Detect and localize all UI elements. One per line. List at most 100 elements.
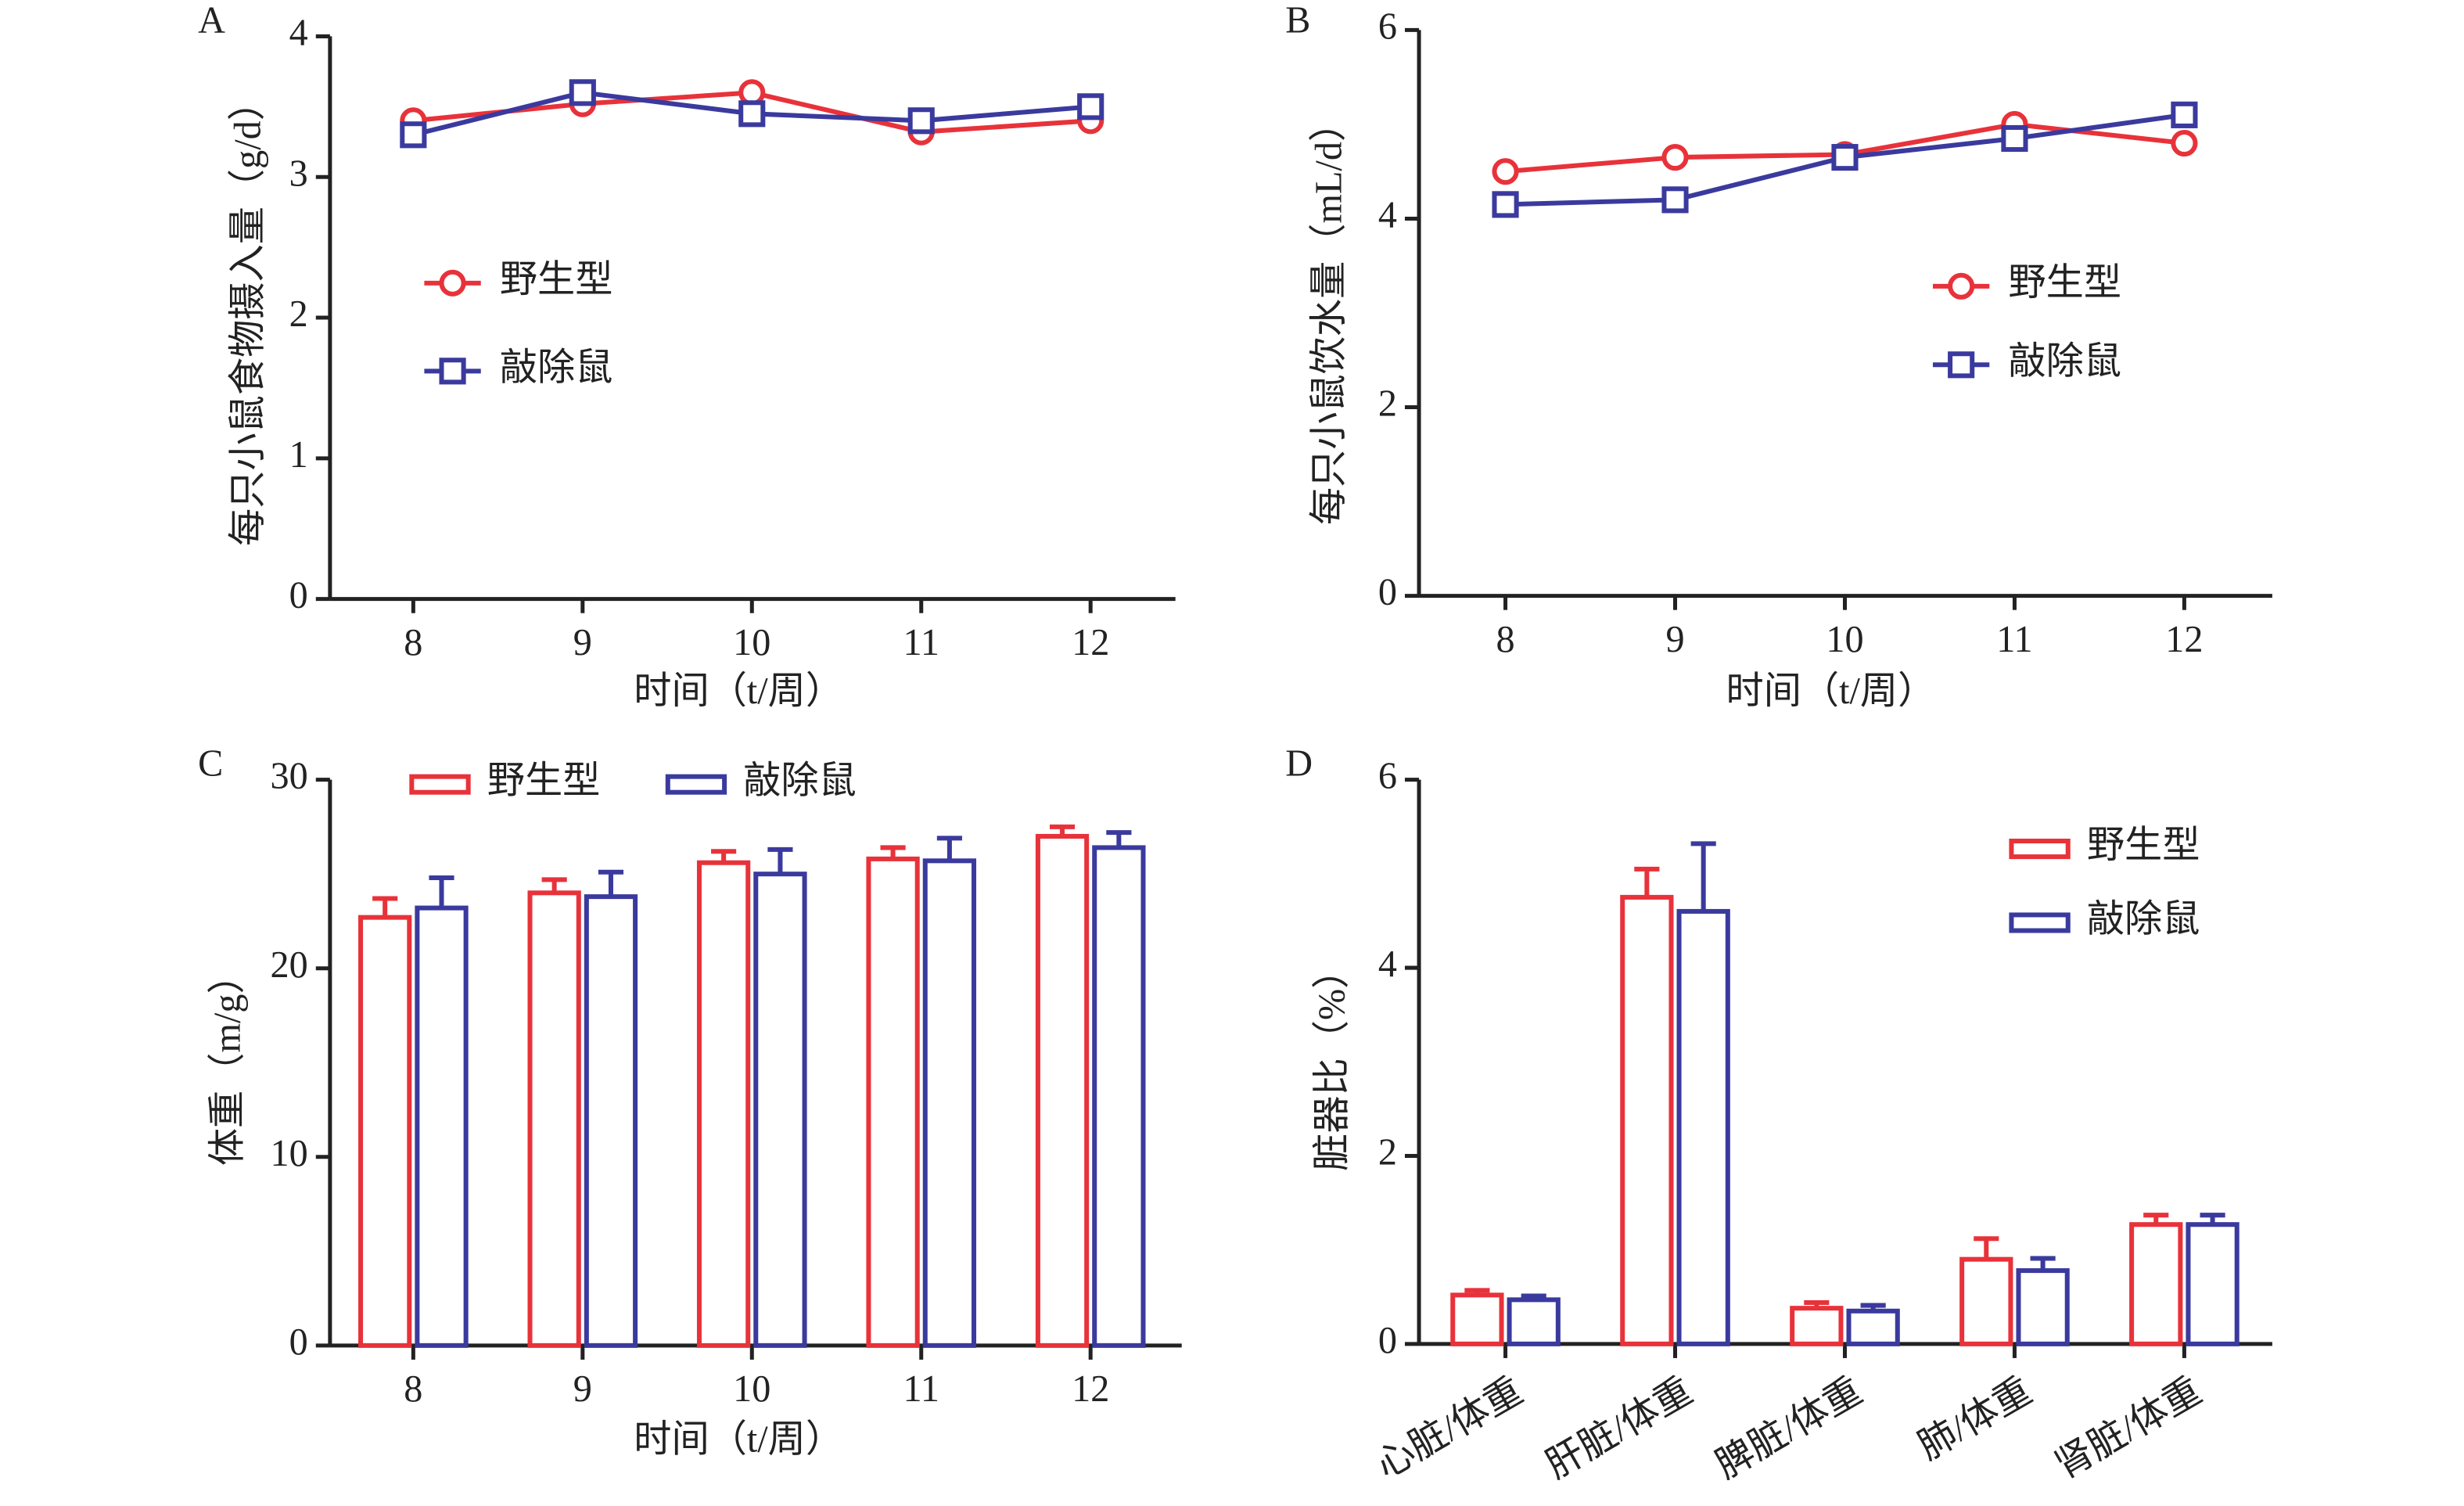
marker — [400, 121, 427, 149]
bar — [922, 858, 977, 1348]
bar — [2016, 1268, 2070, 1346]
bar — [1450, 1292, 1504, 1346]
marker — [1661, 186, 1689, 214]
bar — [2186, 1222, 2240, 1346]
x-tick-label: 8 — [404, 1368, 422, 1410]
y-tick-label: 1 — [289, 434, 308, 476]
error-bar — [598, 869, 624, 897]
bar — [1620, 894, 1674, 1346]
x-axis-title: 时间（t/周） — [634, 670, 843, 712]
marker — [1077, 93, 1104, 120]
y-tick-label: 4 — [1378, 943, 1397, 985]
marker — [2001, 124, 2028, 153]
x-tick-label: 11 — [903, 622, 939, 663]
bar — [1507, 1297, 1561, 1346]
y-tick-label: 6 — [1378, 756, 1397, 797]
legend-label: 敲除鼠 — [500, 347, 613, 388]
legend-swatch — [409, 774, 471, 795]
x-tick-label: 12 — [1072, 622, 1109, 663]
y-tick-label: 4 — [1378, 195, 1397, 236]
bar — [358, 915, 412, 1348]
x-tick-label: 9 — [573, 1368, 592, 1410]
x-tick-label: 肺/体重 — [1911, 1370, 2038, 1468]
y-tick-label: 10 — [271, 1133, 308, 1174]
y-tick-label: 0 — [1378, 572, 1397, 613]
legend-swatch — [2009, 912, 2071, 933]
x-tick-label: 12 — [2165, 619, 2203, 660]
error-bar — [767, 846, 793, 875]
y-tick-label: 30 — [271, 756, 308, 797]
y-tick-label: 3 — [289, 153, 308, 194]
marker — [738, 79, 766, 106]
x-tick-label: 肝脏/体重 — [1539, 1370, 1700, 1486]
y-tick-label: 0 — [289, 575, 308, 616]
panel-label: B — [1285, 0, 1310, 41]
legend-label: 野生型 — [487, 760, 601, 802]
y-tick-label: 0 — [1378, 1320, 1397, 1361]
marker — [907, 107, 935, 135]
marker — [2171, 101, 2198, 128]
legend-swatch — [2009, 838, 2071, 860]
x-tick-label: 脾脏/体重 — [1709, 1370, 1870, 1486]
y-tick-label: 20 — [271, 944, 308, 986]
marker — [439, 358, 466, 385]
y-axis-title: 每只小鼠饮水量（mL/d） — [1309, 104, 1350, 525]
legend-swatch — [665, 774, 727, 795]
x-axis-title: 时间（t/周） — [634, 1418, 843, 1460]
bar — [1035, 833, 1090, 1348]
x-tick-label: 9 — [1665, 619, 1684, 660]
marker — [738, 100, 766, 128]
marker — [569, 79, 596, 106]
bar — [696, 860, 751, 1348]
panel-label: A — [198, 0, 225, 41]
y-tick-label: 0 — [289, 1321, 308, 1363]
marker — [2171, 129, 2198, 157]
y-tick-label: 6 — [1378, 5, 1397, 47]
bar — [584, 894, 638, 1348]
bar — [753, 872, 807, 1348]
x-tick-label: 11 — [1996, 619, 2032, 660]
legend-label: 敲除鼠 — [2087, 899, 2200, 940]
x-tick-label: 9 — [573, 622, 592, 663]
bar — [2129, 1222, 2183, 1346]
bar — [1959, 1256, 2013, 1346]
legend-label: 野生型 — [2008, 262, 2121, 304]
marker — [1948, 351, 1975, 379]
bar — [1790, 1306, 1844, 1346]
x-tick-label: 10 — [1826, 619, 1863, 660]
x-tick-label: 10 — [733, 622, 770, 663]
x-axis-title: 时间（t/周） — [1726, 670, 1935, 712]
y-tick-label: 4 — [289, 12, 308, 53]
x-tick-label: 心脏/体重 — [1370, 1370, 1530, 1486]
y-axis-title: 每只小鼠食物摄入量（g/d） — [227, 83, 268, 546]
bar — [527, 890, 581, 1348]
bar — [1846, 1308, 1900, 1346]
y-tick-label: 2 — [1378, 383, 1397, 425]
marker — [1831, 144, 1859, 171]
x-tick-label: 12 — [1072, 1368, 1109, 1410]
y-tick-label: 2 — [1378, 1132, 1397, 1174]
bar — [866, 856, 920, 1348]
y-tick-label: 2 — [289, 293, 308, 335]
error-bar — [429, 875, 454, 908]
bar — [415, 905, 469, 1348]
error-bar — [1634, 866, 1660, 897]
error-bar — [936, 836, 962, 861]
legend-label: 野生型 — [2087, 825, 2200, 866]
panel-label: D — [1285, 743, 1313, 785]
panel: C 体重（m/g） 时间（t/周） 0 10 20 30 8 9 10 11 12 野生型 敲除鼠 — [198, 743, 1182, 1460]
marker — [1661, 144, 1689, 171]
error-bar — [1974, 1236, 1999, 1260]
panel-label: C — [198, 743, 223, 785]
x-tick-label: 肾脏/体重 — [2048, 1370, 2208, 1486]
marker — [1492, 191, 1519, 218]
x-tick-label: 8 — [1496, 619, 1514, 660]
error-bar — [1690, 841, 1716, 911]
x-tick-label: 10 — [733, 1368, 770, 1410]
bar — [1676, 908, 1730, 1346]
marker — [439, 269, 466, 297]
